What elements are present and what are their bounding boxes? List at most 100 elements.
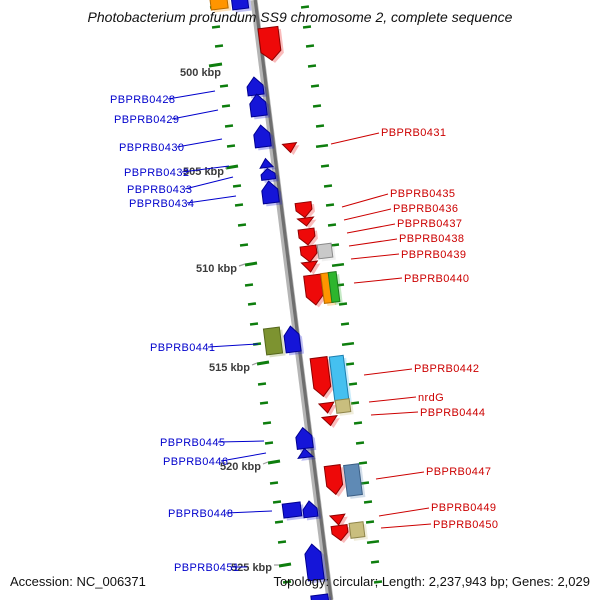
PBPRB0445-label[interactable]: PBPRB0445 xyxy=(160,437,225,449)
PBPRB0437-gene[interactable] xyxy=(299,244,318,263)
scale-tick-minor xyxy=(358,461,368,465)
PBPRB0435-gene[interactable] xyxy=(294,200,313,219)
scale-tick-minor xyxy=(262,421,272,425)
PBPRB0431-label[interactable]: PBPRB0431 xyxy=(381,127,446,139)
PBPRB0450-gene[interactable] xyxy=(330,523,349,542)
PBPRB0433-label[interactable]: PBPRB0433 xyxy=(127,184,192,196)
gene-shape[interactable] xyxy=(209,0,229,11)
gene-shape[interactable] xyxy=(283,325,302,354)
nrdG-label[interactable]: nrdG xyxy=(418,392,444,404)
scale-tick-minor xyxy=(234,203,244,207)
PBPRB0432-gene[interactable] xyxy=(259,157,275,169)
PBPRB0438-label[interactable]: PBPRB0438 xyxy=(399,233,464,245)
scale-tick-minor xyxy=(249,322,259,326)
static-text-overlay: Photobacterium profundum SS9 chromosome … xyxy=(10,9,590,589)
scale-tick-minor xyxy=(302,25,312,29)
label-leader-line xyxy=(171,109,219,120)
PBPRB0436-label[interactable]: PBPRB0436 xyxy=(393,203,458,215)
PBPRB0447-label[interactable]: PBPRB0447 xyxy=(426,466,491,478)
PBPRB0450-label[interactable]: PBPRB0450 xyxy=(433,519,498,531)
scale-tick-minor xyxy=(338,302,348,306)
PBPRB0442-label[interactable]: PBPRB0442 xyxy=(414,363,479,375)
PBPRB0439-label[interactable]: PBPRB0439 xyxy=(401,249,466,261)
PBPRB0428-label[interactable]: PBPRB0428 xyxy=(110,94,175,106)
scale-leader-line xyxy=(251,362,258,366)
PBPRB0446-label[interactable]: PBPRB0446 xyxy=(163,456,228,468)
gene-shape[interactable] xyxy=(310,593,330,600)
label-leader-line xyxy=(181,165,230,173)
PBPRB0449-label[interactable]: PBPRB0449 xyxy=(431,502,496,514)
scale-tick-minor xyxy=(269,481,279,485)
gene-shape[interactable] xyxy=(230,0,250,11)
nrdG-gene[interactable] xyxy=(334,398,352,414)
scale-tick-minor xyxy=(226,144,236,148)
scale-tick-minor xyxy=(307,64,317,68)
gene-shape[interactable] xyxy=(348,521,366,539)
PBPRB0449-gene[interactable] xyxy=(328,513,346,526)
scale-tick-minor xyxy=(327,223,337,227)
scale-tick-minor xyxy=(365,520,375,524)
PBPRB0448-label[interactable]: PBPRB0448 xyxy=(168,508,233,520)
gene-shape[interactable] xyxy=(343,463,363,497)
scale-tick-minor xyxy=(264,441,274,445)
scale-tick-minor xyxy=(353,421,363,425)
scale-tick-major xyxy=(208,62,223,68)
PBPRB0445-gene[interactable] xyxy=(295,426,314,450)
label-leader-line xyxy=(217,440,265,443)
scale-tick-minor xyxy=(247,302,257,306)
PBPRB0434-label[interactable]: PBPRB0434 xyxy=(129,198,194,210)
PBPRB0431-gene[interactable] xyxy=(281,142,298,154)
label-leader-line xyxy=(353,277,403,284)
PBPRB0433-gene[interactable] xyxy=(260,167,277,181)
label-leader-line xyxy=(341,193,389,208)
scale-tick-minor xyxy=(232,184,242,188)
PBPRB0441-label[interactable]: PBPRB0441 xyxy=(150,342,215,354)
scale-tick-major xyxy=(267,459,281,465)
gene-shape[interactable] xyxy=(327,271,341,303)
PBPRB0435-label[interactable]: PBPRB0435 xyxy=(390,188,455,200)
scale-tick-minor xyxy=(330,243,340,247)
scale-tick-minor xyxy=(366,539,380,545)
label-leader-line xyxy=(348,238,398,247)
label-leader-line xyxy=(346,223,396,234)
PBPRB0432-label[interactable]: PBPRB0432 xyxy=(124,167,189,179)
scale-tick-minor xyxy=(282,580,292,584)
PBPRB0447-gene[interactable] xyxy=(323,464,344,496)
PBPRB0440-gene[interactable] xyxy=(303,273,325,306)
PBPRB0438-gene[interactable] xyxy=(316,242,334,260)
scale-leader-line xyxy=(262,461,269,465)
scale-tick-minor xyxy=(340,322,350,326)
scale-tick-major xyxy=(244,261,258,267)
PBPRB0441-gene[interactable] xyxy=(262,326,284,356)
PBPRB0444-label[interactable]: PBPRB0444 xyxy=(420,407,485,419)
PBPRB0428-gene[interactable] xyxy=(246,76,265,97)
PBPRB0444-gene[interactable] xyxy=(320,414,338,427)
PBPRB0442-gene[interactable] xyxy=(309,356,332,398)
PBPRB0436-gene[interactable] xyxy=(297,227,316,246)
PBPRB0430-label[interactable]: PBPRB0430 xyxy=(119,142,184,154)
scale-tick-minor xyxy=(350,401,360,405)
gene-shape[interactable] xyxy=(257,25,282,62)
PBPRB0429-label[interactable]: PBPRB0429 xyxy=(114,114,179,126)
PBPRB0451-label[interactable]: PBPRB0451 xyxy=(174,562,239,574)
PBPRB0439-gene[interactable] xyxy=(300,260,319,273)
scale-tick-minor xyxy=(211,25,221,29)
scale-tick-minor xyxy=(237,223,247,227)
scale-tick-minor xyxy=(272,500,282,504)
PBPRB0448-gene[interactable] xyxy=(281,501,303,519)
PBPRB0437-label[interactable]: PBPRB0437 xyxy=(397,218,462,230)
PBPRB0446-gene[interactable] xyxy=(297,447,315,460)
gene-shape[interactable] xyxy=(302,500,319,519)
PBPRB0430-gene[interactable] xyxy=(253,124,272,149)
scale-label: 525 kbp xyxy=(231,562,272,574)
gene-shape[interactable] xyxy=(296,216,315,227)
PBPRB0440-label[interactable]: PBPRB0440 xyxy=(404,273,469,285)
gene-shape[interactable] xyxy=(317,401,335,414)
PBPRB0451-gene[interactable] xyxy=(304,543,325,582)
PBPRB0429-gene[interactable] xyxy=(249,93,268,118)
scale-tick-minor xyxy=(355,441,365,445)
scale-tick-minor xyxy=(277,540,287,544)
PBPRB0434-gene[interactable] xyxy=(261,180,280,205)
